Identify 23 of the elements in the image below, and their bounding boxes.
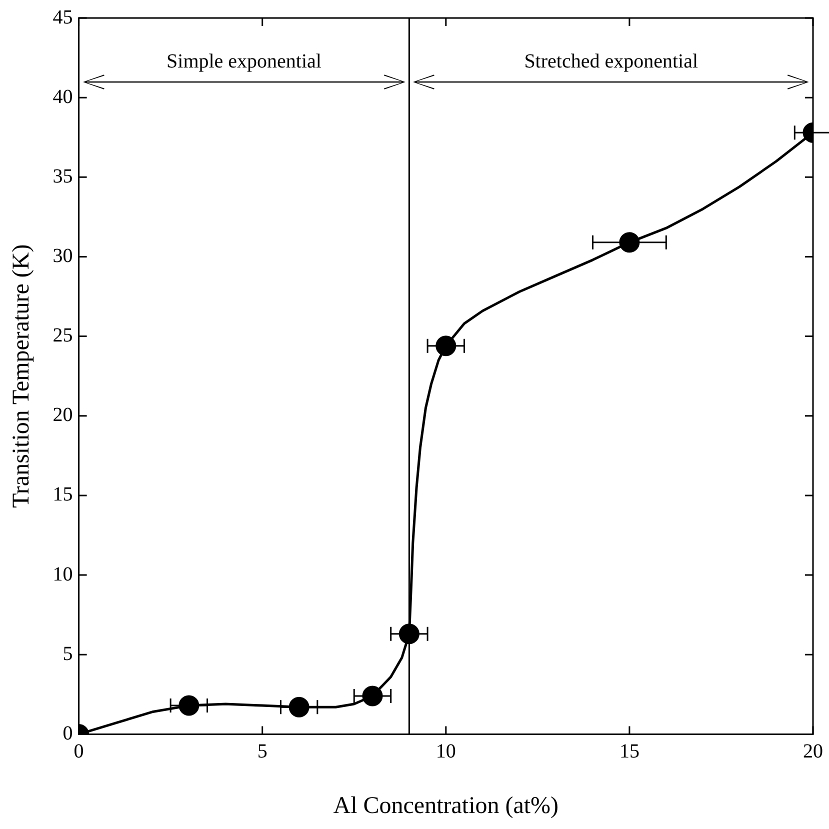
y-tick-label: 20 xyxy=(52,404,73,426)
x-tick-label: 10 xyxy=(436,740,456,762)
x-tick-label: 5 xyxy=(257,740,268,762)
point xyxy=(362,686,383,706)
point xyxy=(619,232,640,253)
point xyxy=(178,695,200,716)
annotation: Simple exponential xyxy=(166,50,322,73)
x-axis-title: Al Concentration (at%) xyxy=(333,792,559,819)
point xyxy=(436,336,456,356)
x-tick-label: 20 xyxy=(803,740,823,762)
x-tick-label: 15 xyxy=(619,740,640,762)
annotation: Stretched exponential xyxy=(524,50,698,73)
y-tick-label: 25 xyxy=(52,324,73,347)
y-tick-label: 10 xyxy=(52,563,73,586)
y-tick-label: 45 xyxy=(52,6,73,28)
y-tick-label: 35 xyxy=(52,165,73,188)
y-tick-label: 15 xyxy=(52,484,73,506)
point xyxy=(288,696,310,718)
y-tick-label: 40 xyxy=(52,86,73,108)
y-axis-title: Transition Temperature (K) xyxy=(8,244,35,508)
y-tick-label: 0 xyxy=(62,722,73,744)
y-tick-label: 30 xyxy=(52,244,73,267)
y-tick-label: 5 xyxy=(62,642,73,665)
